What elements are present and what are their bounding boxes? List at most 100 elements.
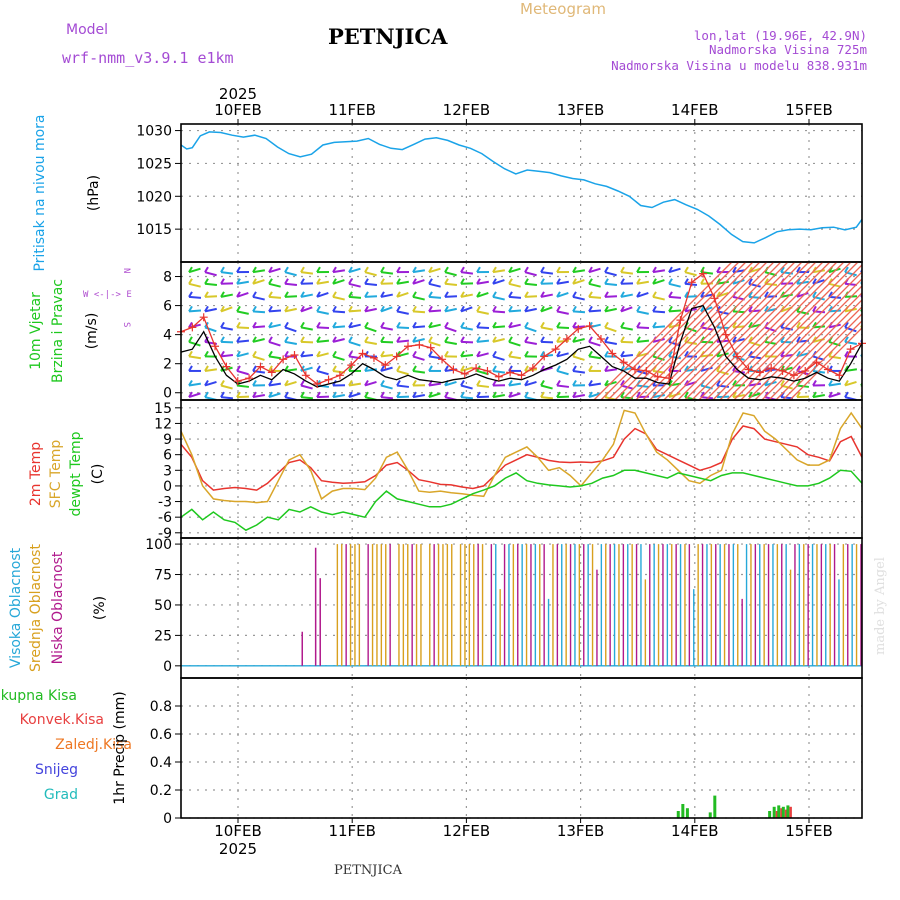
wind-barb: [316, 339, 330, 343]
wind-barb: [380, 326, 393, 331]
wind-barb: [396, 280, 409, 285]
wind-barb-tick: [796, 350, 801, 357]
wind-barb: [620, 271, 634, 275]
wind-barb: [556, 292, 569, 298]
model-altitude-text: Nadmorska Visina u modelu 838.931m: [611, 58, 867, 73]
wind-barb: [204, 282, 218, 287]
wind-barb-tick: [284, 350, 289, 357]
wind-barb: [364, 295, 378, 298]
wind-barb: [476, 326, 490, 329]
hatch-line: [621, 261, 761, 401]
wind-barb-tick: [572, 278, 577, 285]
wind-barb-tick: [652, 305, 657, 312]
wind-barb-tick: [492, 321, 497, 328]
hatch-line: [670, 261, 810, 401]
wind-barb-tick: [492, 278, 497, 285]
wind-barb: [588, 295, 602, 299]
wind-barb-tick: [684, 278, 689, 285]
wind-barb-tick: [300, 391, 305, 398]
wind-barb-tick: [540, 278, 545, 285]
wind-barb-tick: [508, 350, 513, 357]
wind-barb: [508, 323, 521, 329]
y-tick-label: 50: [154, 598, 172, 614]
wind-barb: [668, 355, 682, 360]
wind-barb-tick: [460, 391, 465, 398]
wind-barb: [588, 382, 602, 387]
wind-barb-tick: [284, 379, 289, 386]
wind-barb-tick: [220, 278, 225, 285]
wind-barb: [732, 325, 746, 329]
wind-barb: [316, 326, 330, 329]
gust-marker: [494, 372, 503, 381]
gust-marker: [642, 366, 651, 375]
wind-barb-tick: [492, 291, 497, 298]
wind-barb-tick: [236, 336, 241, 343]
gust-marker: [233, 377, 242, 386]
wind-barb-tick: [396, 305, 401, 312]
wind-barb-tick: [348, 266, 353, 273]
wind-barb-tick: [476, 305, 481, 312]
wind-barb: [332, 338, 345, 343]
pressure-ylabel: Pritisak na nivou mora: [32, 114, 48, 271]
wind-barb-tick: [380, 365, 385, 372]
wind-barb-tick: [716, 365, 721, 372]
wind-barb-tick: [412, 391, 417, 398]
wind-barb: [412, 295, 425, 301]
wind-barb: [636, 326, 650, 329]
wind-barb: [652, 279, 665, 285]
wind-barb: [348, 323, 361, 329]
wind-barb-tick: [268, 379, 273, 386]
y-tick-label: 1025: [136, 156, 172, 172]
wind-barb: [428, 309, 442, 313]
precip-total-bar: [781, 806, 785, 818]
wind-barb: [380, 293, 393, 298]
wind-barb-tick: [268, 321, 273, 328]
pressure-grid: 1015 1020 1025 1030: [136, 124, 862, 262]
credit-text: made by Angel: [873, 557, 888, 655]
wind-barb: [380, 353, 394, 358]
pressure-line: [181, 131, 862, 244]
wind-barb-tick: [780, 266, 785, 273]
wind-barb: [556, 326, 570, 329]
wind-barb-tick: [412, 266, 417, 273]
wind-barb-tick: [508, 291, 513, 298]
wind-barb: [444, 381, 457, 387]
gust-marker: [767, 364, 776, 373]
temp-dewpt-line: [181, 469, 862, 532]
wind-barb-tick: [540, 365, 545, 372]
wind-barb-tick: [444, 291, 449, 298]
wind-barb-tick: [460, 291, 465, 298]
gust-marker: [676, 316, 685, 325]
wind-barb: [412, 369, 426, 374]
wind-barb-tick: [444, 278, 449, 285]
wind-barb-tick: [412, 365, 417, 372]
wind-barb-tick: [572, 266, 577, 273]
wind-barb-tick: [476, 379, 481, 386]
wind-barb: [348, 282, 361, 288]
wind-barb-tick: [220, 291, 225, 298]
wind-barb-tick: [236, 291, 241, 298]
wind-barb-tick: [380, 266, 385, 273]
dir-legend-n: N: [121, 268, 131, 273]
wind-barb-tick: [396, 379, 401, 386]
wind-barb-tick: [236, 305, 241, 312]
wind-barb-tick: [492, 305, 497, 312]
wind-barb-tick: [252, 391, 257, 398]
wind-barb-tick: [300, 278, 305, 285]
wind-barb-tick: [796, 365, 801, 372]
cloud-bars: [181, 544, 862, 667]
gust-marker: [789, 371, 798, 380]
wind-barb: [508, 392, 521, 399]
wind-barb-tick: [252, 379, 257, 386]
wind-barb: [604, 295, 618, 298]
wind-barb: [332, 279, 345, 285]
wind-barb-tick: [284, 321, 289, 328]
y-tick-label: 0: [163, 479, 172, 495]
wind-barb-tick: [268, 266, 273, 273]
wind-barb-tick: [300, 379, 305, 386]
wind-barb-tick: [396, 266, 401, 273]
wind-barb-tick: [284, 266, 289, 273]
wind-barb-tick: [476, 391, 481, 398]
wind-barb: [508, 355, 522, 360]
wind-barb-tick: [380, 391, 385, 398]
